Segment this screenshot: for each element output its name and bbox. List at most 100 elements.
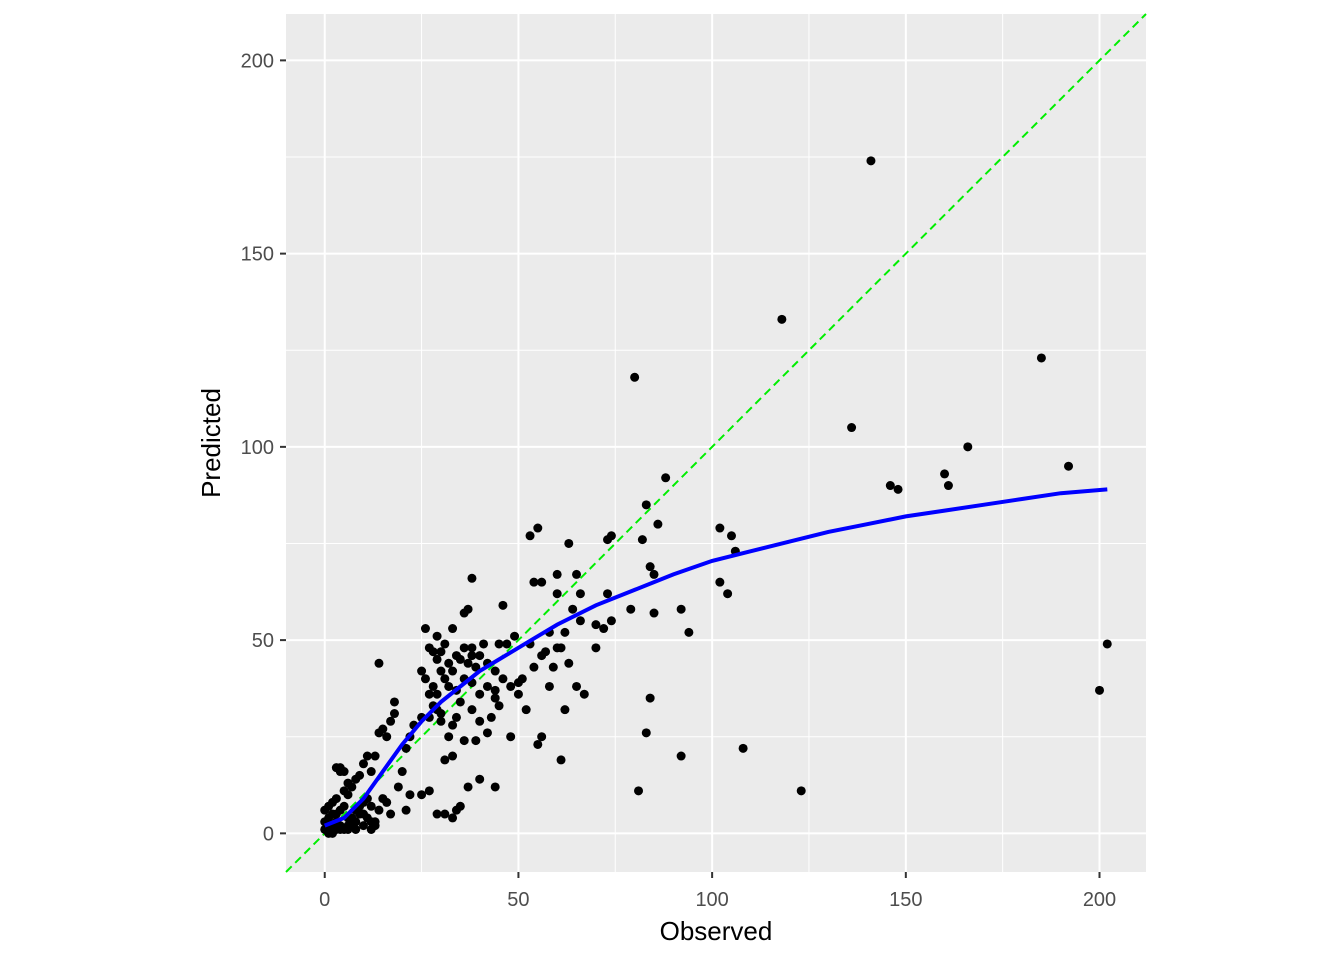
data-point <box>599 624 609 634</box>
data-point <box>1064 461 1074 471</box>
data-point <box>738 743 748 753</box>
data-point <box>386 716 396 726</box>
data-point <box>603 535 613 545</box>
data-point <box>637 535 647 545</box>
data-point <box>463 658 473 668</box>
data-point <box>676 751 686 761</box>
data-point <box>634 786 644 796</box>
data-point <box>366 801 376 811</box>
data-point <box>537 651 547 661</box>
data-point <box>885 481 895 491</box>
y-tick-label: 100 <box>241 437 274 459</box>
data-point <box>475 774 485 784</box>
data-point <box>529 577 539 587</box>
data-point <box>436 666 446 676</box>
data-point <box>661 473 671 483</box>
data-point <box>715 577 725 587</box>
data-point <box>552 589 562 599</box>
data-point <box>1036 353 1046 363</box>
data-point <box>506 732 516 742</box>
y-tick-label: 0 <box>263 823 274 845</box>
x-tick-label: 100 <box>695 889 728 911</box>
data-point <box>521 705 531 715</box>
data-point <box>448 720 458 730</box>
data-point <box>591 643 601 653</box>
data-point <box>676 604 686 614</box>
data-point <box>506 681 516 691</box>
data-point <box>432 631 442 641</box>
data-point <box>893 484 903 494</box>
y-tick-label: 150 <box>241 244 274 266</box>
data-point <box>358 809 368 819</box>
data-point <box>335 824 345 834</box>
data-point <box>940 469 950 479</box>
data-point <box>649 608 659 618</box>
data-point <box>525 531 535 541</box>
data-point <box>475 689 485 699</box>
minor-gridlines <box>286 14 1146 872</box>
smooth-trend-line <box>323 487 1108 828</box>
data-point <box>451 712 461 722</box>
data-point <box>467 651 477 661</box>
data-point <box>533 739 543 749</box>
data-point <box>351 824 361 834</box>
data-point <box>490 693 500 703</box>
data-point <box>401 743 411 753</box>
data-point <box>572 569 582 579</box>
data-point <box>564 538 574 548</box>
data-point <box>420 674 430 684</box>
data-point <box>556 643 566 653</box>
data-point <box>331 763 341 773</box>
data-point <box>579 689 589 699</box>
data-point <box>471 736 481 746</box>
data-point <box>529 662 539 672</box>
data-point <box>436 647 446 657</box>
data-point <box>455 654 465 664</box>
data-point <box>432 809 442 819</box>
data-point <box>432 689 442 699</box>
data-point <box>448 666 458 676</box>
x-tick-label: 50 <box>507 889 529 911</box>
data-point <box>424 786 434 796</box>
data-point <box>471 662 481 672</box>
data-point <box>358 759 368 769</box>
data-point <box>866 156 876 166</box>
data-point <box>575 616 585 626</box>
data-point <box>479 639 489 649</box>
data-point <box>366 767 376 777</box>
data-point <box>436 716 446 726</box>
data-point <box>440 674 450 684</box>
data-point <box>463 782 473 792</box>
data-point <box>560 705 570 715</box>
data-point <box>653 519 663 529</box>
data-point <box>649 569 659 579</box>
data-point <box>358 821 368 831</box>
data-point <box>331 809 341 819</box>
data-point <box>397 767 407 777</box>
data-point <box>405 790 415 800</box>
data-point <box>386 809 396 819</box>
data-point <box>444 732 454 742</box>
data-point <box>564 658 574 668</box>
data-point <box>374 658 384 668</box>
data-point <box>723 589 733 599</box>
data-point <box>444 658 454 668</box>
data-point <box>448 751 458 761</box>
data-point <box>556 755 566 765</box>
data-point <box>374 805 384 815</box>
x-tick-label: 150 <box>889 889 922 911</box>
data-point <box>544 681 554 691</box>
data-point <box>475 716 485 726</box>
data-point <box>459 643 469 653</box>
data-point <box>490 685 500 695</box>
data-point <box>645 693 655 703</box>
x-tick-label: 200 <box>1083 889 1116 911</box>
data-point <box>494 639 504 649</box>
y-axis-title: Predicted <box>196 388 226 498</box>
data-point <box>568 604 578 614</box>
data-point <box>575 589 585 599</box>
data-point <box>591 620 601 630</box>
data-point <box>444 681 454 691</box>
data-point <box>378 724 388 734</box>
